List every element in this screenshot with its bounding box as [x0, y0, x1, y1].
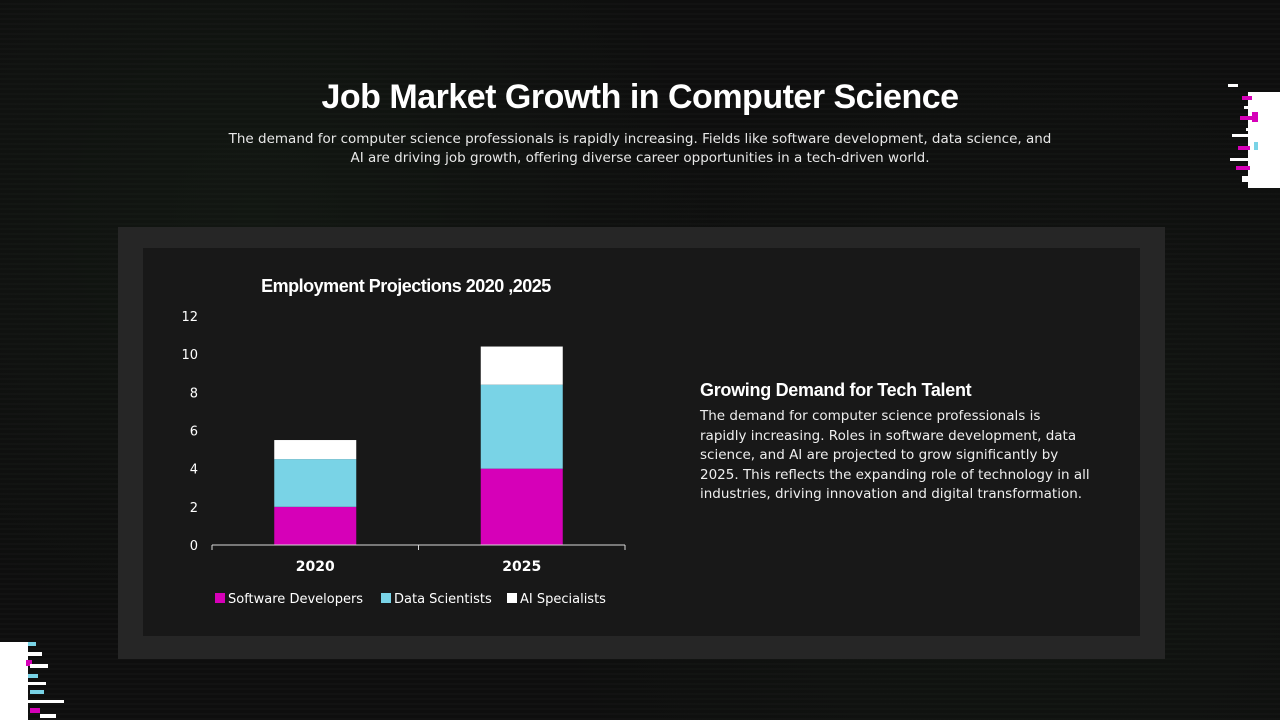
side-heading: Growing Demand for Tech Talent	[700, 380, 972, 400]
employment-chart: Employment Projections 2020 ,2025 0 2 4 6 8 1…	[181, 276, 626, 607]
y-tick-label: 4	[190, 463, 198, 478]
bar-software-developers-2020	[274, 506, 357, 545]
legend-label: Data Scientists	[394, 592, 492, 607]
legend-swatch	[215, 593, 225, 603]
x-tick-label: 2020	[296, 559, 335, 575]
legend-swatch	[507, 593, 517, 603]
bars-group	[274, 346, 563, 545]
bar-ai-specialists-2020	[274, 440, 357, 460]
x-tick-label: 2025	[502, 559, 541, 575]
y-tick-label: 2	[190, 501, 198, 516]
bar-ai-specialists-2025	[480, 346, 563, 385]
y-tick-label: 10	[181, 348, 198, 363]
page-subtitle: The demand for computer science professi…	[228, 131, 1052, 166]
side-body: The demand for computer science professi…	[700, 408, 1090, 502]
glitch-decoration-bottom-left	[0, 642, 64, 720]
y-tick-label: 8	[190, 386, 198, 401]
x-axis: 2020 2025	[296, 559, 541, 575]
page-title: Job Market Growth in Computer Science	[321, 78, 959, 116]
chart-legend: Software Developers Data Scientists AI Spe…	[215, 592, 606, 607]
bar-software-developers-2025	[480, 468, 563, 545]
bar-data-scientists-2020	[274, 459, 357, 507]
legend-label: Software Developers	[228, 592, 363, 607]
bar-data-scientists-2025	[480, 384, 563, 469]
glitch-decoration-top-right	[1228, 84, 1280, 188]
y-tick-label: 6	[190, 425, 198, 440]
y-tick-label: 12	[181, 310, 198, 325]
y-axis: 0 2 4 6 8 10 12	[181, 310, 198, 554]
legend-label: AI Specialists	[520, 592, 606, 607]
y-tick-label: 0	[190, 539, 198, 554]
legend-swatch	[381, 593, 391, 603]
chart-title: Employment Projections 2020 ,2025	[261, 276, 551, 296]
